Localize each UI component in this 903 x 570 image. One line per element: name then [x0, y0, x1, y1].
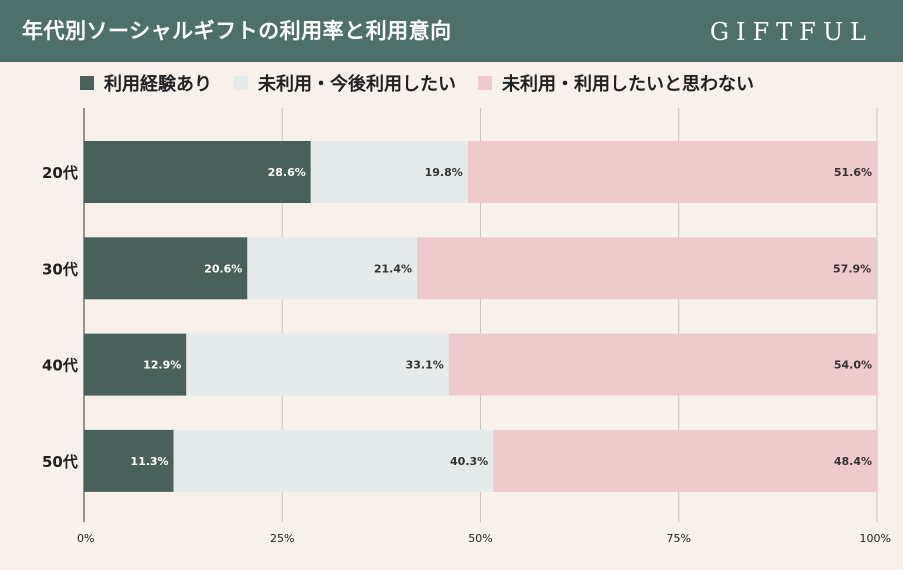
legend-swatch-used — [80, 76, 94, 90]
chart-legend: 利用経験あり 未利用・今後利用したい 未利用・利用したいと思わない — [80, 68, 776, 98]
value-label-1-1: 21.4% — [374, 262, 412, 275]
category-label-0: 20代 — [42, 164, 78, 182]
value-label-2-1: 57.9% — [833, 262, 871, 275]
value-label-0-3: 11.3% — [130, 455, 168, 468]
legend-item-want: 未利用・今後利用したい — [234, 70, 456, 96]
value-label-2-0: 51.6% — [834, 166, 872, 179]
x-tick-label-0: 0% — [77, 532, 94, 545]
category-label-2: 40代 — [42, 357, 78, 375]
x-tick-label-25: 25% — [270, 532, 294, 545]
bar-1-3 — [173, 429, 494, 492]
bar-0-3 — [84, 429, 174, 492]
bar-2-2 — [448, 333, 877, 396]
chart-header: 年代別ソーシャルギフトの利用率と利用意向 GIFTFUL — [0, 0, 903, 62]
category-label-1: 30代 — [42, 260, 78, 278]
value-label-0-1: 20.6% — [204, 262, 242, 275]
x-tick-label-75: 75% — [667, 532, 691, 545]
bar-0-0 — [84, 141, 311, 203]
legend-item-used: 利用経験あり — [80, 70, 212, 96]
brand-logo: GIFTFUL — [709, 18, 873, 46]
value-label-0-2: 12.9% — [143, 359, 181, 372]
chart-title: 年代別ソーシャルギフトの利用率と利用意向 — [22, 19, 452, 43]
legend-label-not-want: 未利用・利用したいと思わない — [502, 74, 754, 95]
x-tick-label-100: 100% — [860, 532, 891, 545]
value-label-1-2: 33.1% — [406, 359, 444, 372]
value-label-1-3: 40.3% — [450, 455, 488, 468]
category-label-3: 50代 — [42, 453, 78, 471]
value-label-0-0: 28.6% — [268, 166, 306, 179]
legend-swatch-not-want — [478, 76, 492, 90]
value-label-2-3: 48.4% — [834, 455, 872, 468]
bar-1-0 — [310, 141, 468, 203]
value-label-1-0: 19.8% — [425, 166, 463, 179]
legend-label-want: 未利用・今後利用したい — [258, 74, 456, 95]
bar-1-2 — [186, 333, 449, 396]
bar-0-1 — [84, 237, 248, 300]
legend-label-used: 利用経験あり — [104, 74, 212, 95]
legend-item-not-want: 未利用・利用したいと思わない — [478, 70, 754, 96]
value-label-2-2: 54.0% — [834, 359, 872, 372]
legend-swatch-want — [234, 76, 248, 90]
bar-0-2 — [84, 333, 187, 396]
bar-2-0 — [467, 141, 877, 203]
bar-1-1 — [247, 237, 418, 300]
bar-2-3 — [493, 429, 877, 492]
bar-2-1 — [417, 237, 877, 300]
x-tick-label-50: 50% — [468, 532, 492, 545]
